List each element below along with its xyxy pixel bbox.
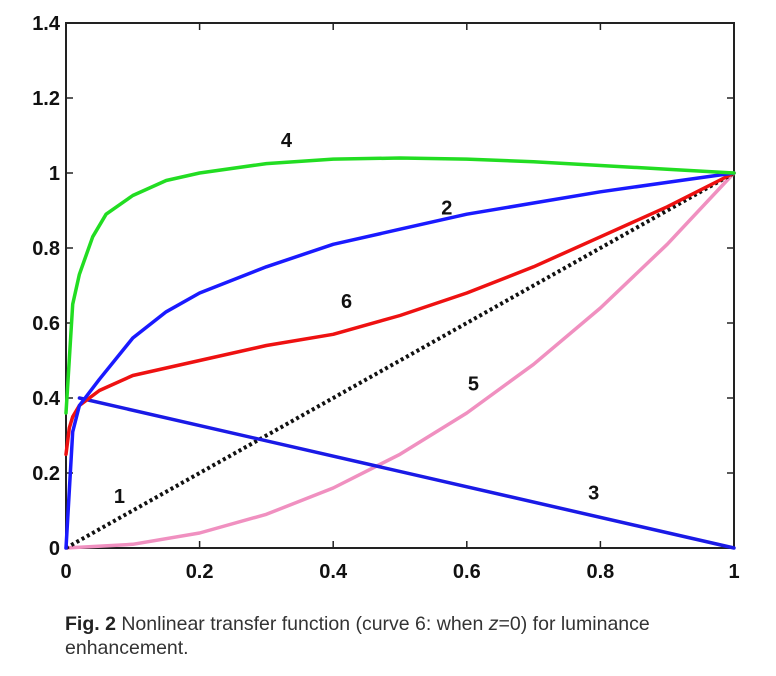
y-tick-label: 0.2 [32, 463, 60, 485]
series-line-curve-4 [64, 156, 736, 415]
curve-labels: 1 2 3 4 5 6 [114, 130, 599, 508]
x-tick-label: 0.4 [319, 561, 348, 583]
caption-variable: z [488, 613, 499, 635]
y-tick-label: 0.8 [32, 238, 60, 260]
series-line-curve-6 [64, 171, 736, 457]
x-tick-label: 0.8 [586, 561, 614, 583]
caption-label: Fig. 2 [65, 613, 116, 635]
x-tick-label: 0.2 [186, 561, 214, 583]
curve-label-2: 2 [441, 197, 452, 219]
y-tick-label: 0 [49, 538, 60, 560]
series-line-curve-2 [64, 171, 736, 550]
curve-label-3: 3 [588, 482, 599, 504]
caption-text-after: =0) for luminance enhancement. [65, 613, 650, 659]
y-tick-label: 1.2 [32, 88, 60, 110]
curve-label-4: 4 [281, 130, 293, 152]
y-tick-label: 1 [49, 163, 60, 185]
x-tick-label: 0.6 [453, 561, 481, 583]
series-group [64, 156, 736, 550]
series-line-curve-3 [77, 396, 736, 550]
figure-caption: Fig. 2 Nonlinear transfer function (curv… [65, 612, 745, 660]
curve-label-6: 6 [341, 291, 352, 313]
x-tick-label: 1 [728, 561, 739, 583]
y-tick-label: 1.4 [32, 13, 61, 35]
caption-text-before: Nonlinear transfer function (curve 6: wh… [115, 613, 489, 635]
y-tick-label: 0.6 [32, 313, 60, 335]
chart: 0 0.2 0.4 0.6 0.8 1 0 0.2 0.4 0.6 0.8 1 1.2 1.4 1 2 3 4 5… [32, 13, 739, 583]
curve-label-1: 1 [114, 486, 125, 508]
x-tick-label: 0 [60, 561, 71, 583]
plot-area [65, 22, 735, 549]
curve-label-5: 5 [468, 374, 479, 396]
axis-ticks: 0 0.2 0.4 0.6 0.8 1 0 0.2 0.4 0.6 0.8 1 1.2 1.4 [32, 13, 739, 583]
y-tick-label: 0.4 [32, 388, 61, 410]
series-line-curve-5 [64, 171, 736, 550]
series-line-curve-1 [65, 171, 735, 550]
